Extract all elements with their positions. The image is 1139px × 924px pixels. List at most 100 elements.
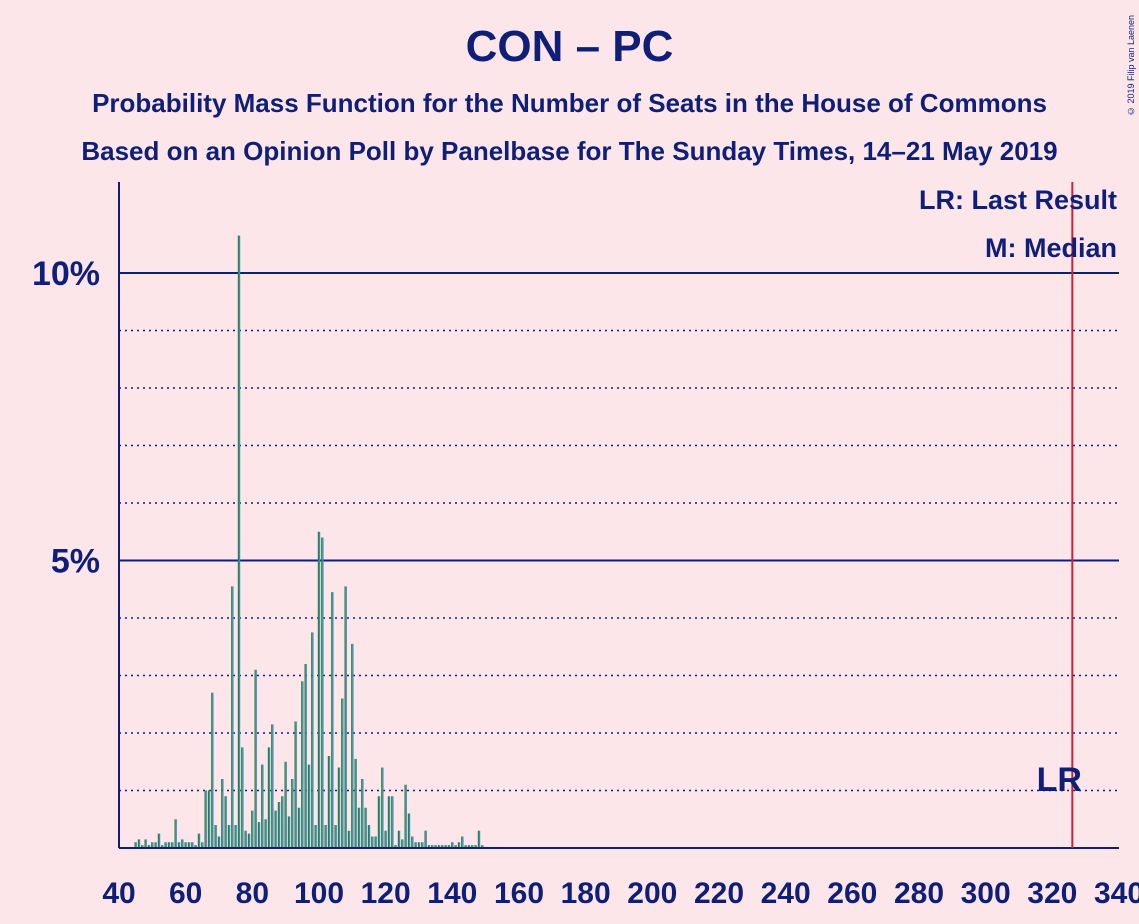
bar-left [187,842,189,848]
bar-right [442,845,444,848]
bar-left [447,845,449,848]
bar-left [144,839,146,848]
bar-left [274,810,276,848]
bar-right [215,825,217,848]
bar-left [191,842,193,848]
bar-right [302,681,304,848]
bar-left [157,833,159,848]
bar-left [377,796,379,848]
bar-right [202,842,204,848]
y-tick-label: 5% [51,543,100,581]
bar-right [259,822,261,848]
bar-right [355,758,357,848]
bar-left [267,747,269,848]
x-tick-label: 280 [894,877,944,910]
bar-right [242,747,244,848]
bar-left [201,842,203,848]
bar-left [434,845,436,848]
bar-right [362,779,364,848]
bar-right [169,842,171,848]
bar-left [464,845,466,848]
bar-right [405,784,407,848]
bar-left [284,761,286,848]
bar-right [149,845,151,848]
bar-right [482,845,484,848]
bar-right [339,767,341,848]
bar-left [307,764,309,848]
bar-right [365,807,367,848]
bar-right [299,807,301,848]
bar-left [431,845,433,848]
bar-right [295,721,297,848]
bar-left [331,592,333,848]
bar-left [467,845,469,848]
bar-right [412,836,414,848]
bar-right [275,810,277,848]
bar-right [419,842,421,848]
bar-left [227,825,229,848]
bar-left [357,807,359,848]
bar-right [409,813,411,848]
bar-right [219,836,221,848]
bar-right [392,796,394,848]
bar-right [269,747,271,848]
bar-left [281,796,283,848]
bar-right [319,531,321,848]
bar-right [335,825,337,848]
bar-right [479,830,481,848]
bar-left [134,842,136,848]
bar-left [424,830,426,848]
bar-right [455,845,457,848]
bar-left [301,681,303,848]
legend-median: M: Median [985,233,1117,263]
bar-left [207,790,209,848]
bar-left [421,842,423,848]
bar-right [352,643,354,848]
bar-right [475,845,477,848]
bar-left [381,767,383,848]
bar-left [427,845,429,848]
bar-left [261,764,263,848]
x-tick-label: 340 [1094,877,1139,910]
bar-left [294,721,296,848]
bar-right [152,842,154,848]
bar-left [167,842,169,848]
bar-left [137,839,139,848]
bar-right [172,842,174,848]
tick-labels: 40 60 80 100 120 140 160 180 200 220 240 260 280 300 3… [32,255,1139,910]
bar-left [314,825,316,848]
bar-left [304,664,306,848]
bar-right [142,845,144,848]
bar-right [229,825,231,848]
bar-right [422,842,424,848]
bar-left [151,842,153,848]
bar-right [432,845,434,848]
bar-left [237,235,239,848]
bar-right [155,842,157,848]
bar-right [265,819,267,848]
bar-left [231,586,233,848]
bar-right [452,842,454,848]
bar-left [457,842,459,848]
bar-right [179,842,181,848]
last-result-label: LR [1037,761,1082,799]
bar-left [374,836,376,848]
bar-left [337,767,339,848]
bar-right [162,845,164,848]
bar-left [197,833,199,848]
bar-left [224,796,226,848]
bar-left [354,758,356,848]
bar-right [385,830,387,848]
bar-right [292,779,294,848]
bars [134,235,487,848]
bar-left [414,842,416,848]
x-tick-label: 140 [427,877,477,910]
bar-left [364,807,366,848]
bar-left [241,747,243,848]
bar-left [184,842,186,848]
bar-right [249,833,251,848]
bar-right [235,825,237,848]
bar-right [465,845,467,848]
bar-left [371,836,373,848]
bar-right [195,845,197,848]
